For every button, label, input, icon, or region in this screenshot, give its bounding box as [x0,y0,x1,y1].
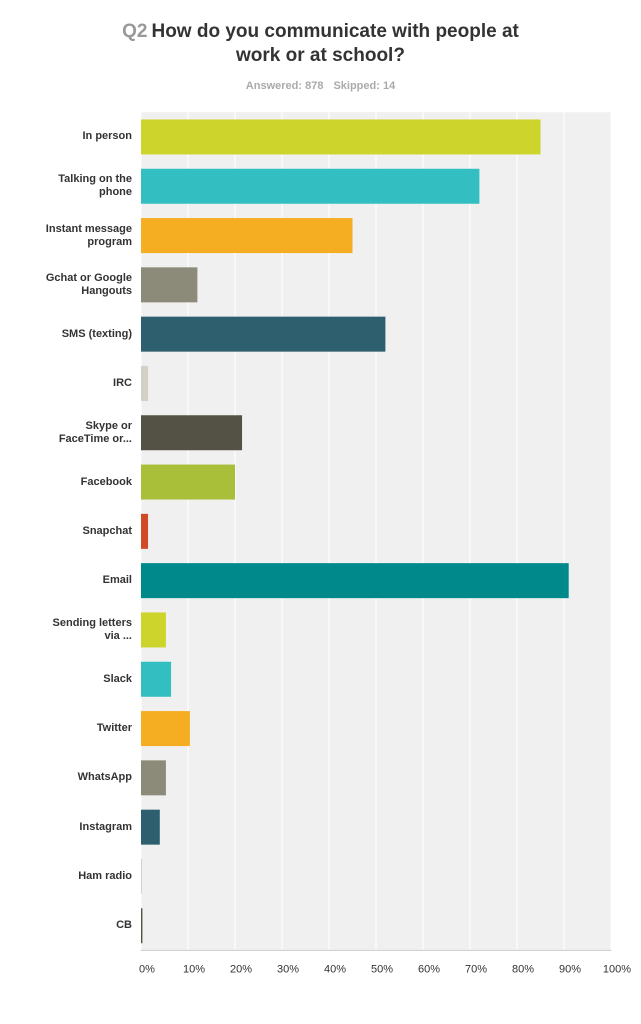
answered: Answered: 878 [245,80,324,92]
x-tick-label: 40% [324,963,346,975]
x-tick-label: 100% [603,963,631,975]
bar [141,908,143,944]
category-label: Email [102,574,132,587]
category-label: Facebook [80,475,132,488]
bar [141,218,353,254]
category-label: WhatsApp [77,771,132,784]
category-label: CB [116,919,132,932]
category-label: Talking on the phone [58,173,132,199]
bar [141,809,160,845]
x-tick-label: 90% [559,963,581,975]
skipped: Skipped: 14 [333,80,396,92]
bar [141,711,190,747]
bar [141,415,243,451]
category-label: Snapchat [82,524,132,537]
category-label: SMS (texting) [61,327,132,340]
x-tick-label: 0% [139,963,155,975]
bar [141,858,142,894]
category-label: Sending letters via ... [52,616,132,642]
category-label: Ham radio [78,869,132,882]
bar [141,316,386,352]
category-label: Gchat or Google Hangouts [45,271,132,297]
question-number: Q2 [122,21,148,42]
bar [141,513,149,549]
bar [141,563,569,599]
x-tick-label: 50% [371,963,393,975]
chart-title: How do you communicate with people at wo… [151,21,519,66]
x-tick-label: 60% [418,963,440,975]
bar [141,267,198,303]
bar [141,661,172,697]
bar [141,168,480,204]
category-label: Skype or FaceTime or... [58,419,132,445]
x-tick-label: 10% [183,963,205,975]
category-label: In person [82,130,132,143]
bar [141,612,166,648]
bar [141,119,541,155]
category-label: IRC [113,376,132,389]
x-tick-label: 70% [465,963,487,975]
bar [141,464,235,500]
category-label: Slack [103,672,132,685]
title-block: Q2 How do you communicate with people at … [110,20,531,68]
x-tick-label: 80% [512,963,534,975]
subtitle: Answered: 878 Skipped: 14 [0,80,641,92]
x-tick-label: 30% [277,963,299,975]
category-label: Twitter [96,722,132,735]
bar [141,760,166,796]
category-label: Instant message program [45,222,132,248]
bar [141,365,149,401]
category-label: Instagram [79,820,132,833]
x-tick-label: 20% [230,963,252,975]
